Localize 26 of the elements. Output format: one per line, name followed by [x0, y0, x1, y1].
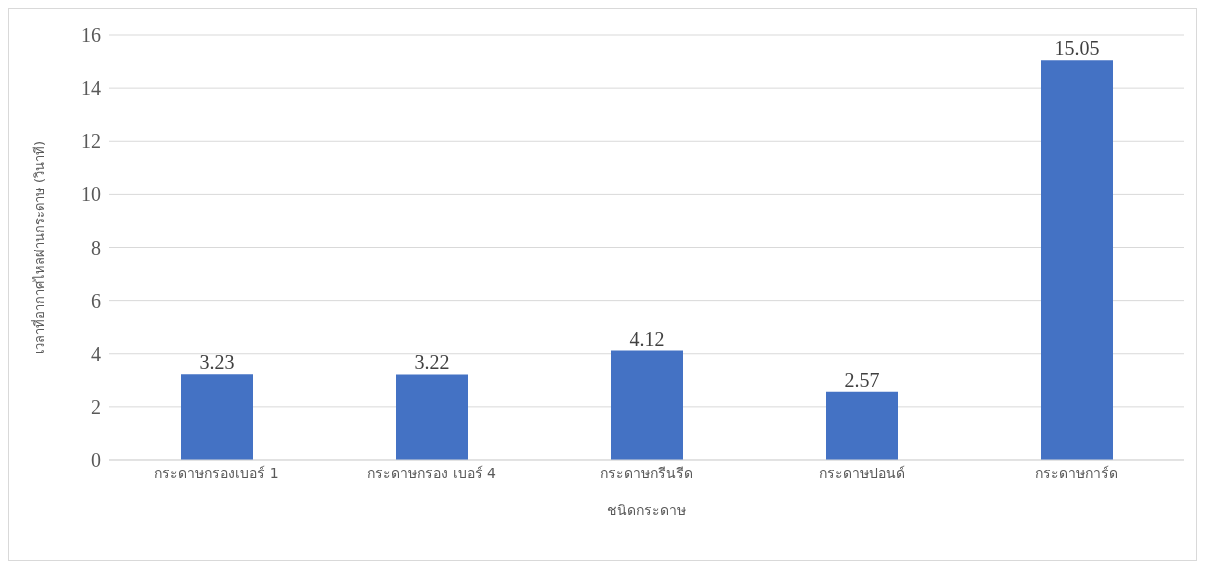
y-tick-label: 2	[91, 395, 101, 418]
bar	[181, 374, 253, 460]
bar	[396, 374, 468, 460]
x-tick-label: กระดาษการ์ด	[1035, 464, 1118, 481]
y-tick-label: 0	[91, 449, 101, 472]
bar	[1041, 60, 1113, 460]
y-tick-label: 16	[81, 24, 101, 47]
y-tick-label: 8	[91, 236, 101, 259]
bar	[826, 391, 898, 460]
bar	[611, 350, 683, 460]
data-label: 2.57	[844, 368, 880, 391]
x-tick-label: กระดาษปอนด์	[818, 464, 905, 481]
y-tick-label: 12	[81, 130, 101, 153]
x-tick-label: กระดาษกรองเบอร์ 1	[154, 464, 279, 481]
x-axis-title: ชนิดกระดาษ	[607, 502, 686, 518]
y-tick-label: 10	[81, 183, 101, 206]
y-tick-label: 4	[91, 342, 101, 365]
data-label: 3.23	[199, 351, 235, 374]
data-label: 3.22	[414, 351, 450, 374]
y-tick-label: 14	[81, 77, 101, 100]
data-label: 15.05	[1054, 37, 1100, 60]
y-tick-label: 6	[91, 289, 101, 312]
x-tick-label: กระดาษกรอง เบอร์ 4	[367, 464, 496, 481]
x-tick-label: กระดาษกรีนรีด	[600, 464, 693, 481]
data-label: 4.12	[629, 327, 665, 350]
y-axis-title: เวลาที่อากาศไหลผ่านกระดาษ (วินาที)	[30, 140, 47, 355]
